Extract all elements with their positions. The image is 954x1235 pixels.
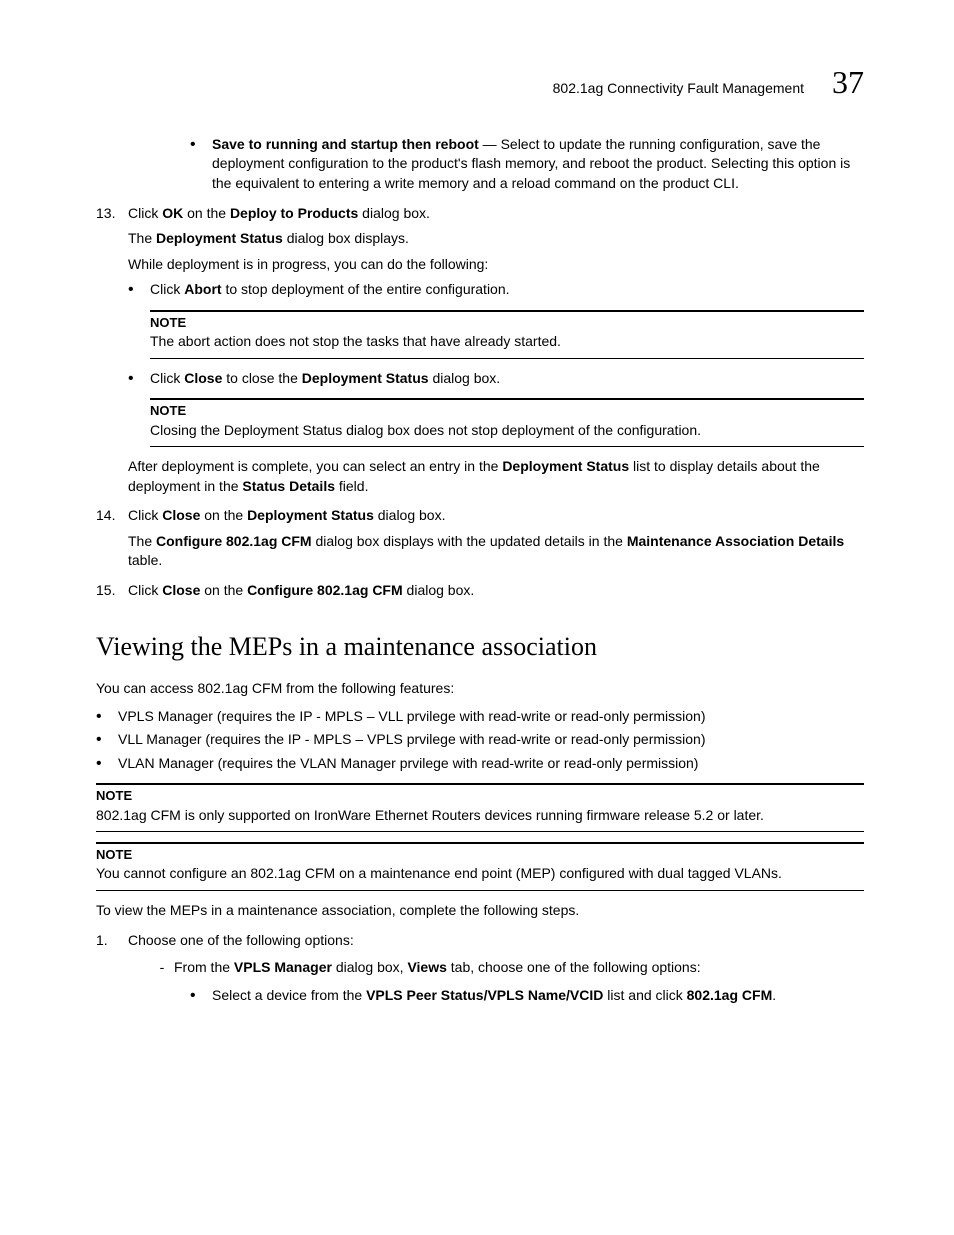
step-number: 13. <box>96 204 128 224</box>
feature-vlan: •VLAN Manager (requires the VLAN Manager… <box>96 754 864 774</box>
intro-text: You can access 802.1ag CFM from the foll… <box>96 679 864 699</box>
intro2-text: To view the MEPs in a maintenance associ… <box>96 901 864 921</box>
bullet-icon: • <box>128 280 150 300</box>
bullet-close: • Click Close to close the Deployment St… <box>128 369 864 389</box>
sub-select-device: • Select a device from the VPLS Peer Sta… <box>190 986 864 1006</box>
feature-vpls: •VPLS Manager (requires the IP - MPLS – … <box>96 707 864 727</box>
dash-icon: - <box>150 958 174 978</box>
bullet-save-reboot: • Save to running and startup then reboo… <box>190 135 864 194</box>
bullet-icon: • <box>96 730 118 750</box>
note-body: The abort action does not stop the tasks… <box>150 332 864 352</box>
step-number: 1. <box>96 931 128 951</box>
step-13-p4: After deployment is complete, you can se… <box>128 457 864 496</box>
bullet-icon: • <box>190 135 212 194</box>
note-close: NOTE Closing the Deployment Status dialo… <box>150 398 864 447</box>
bullet-icon: • <box>128 369 150 389</box>
chapter-number: 37 <box>832 60 864 105</box>
note-label: NOTE <box>150 402 864 420</box>
bullet-icon: • <box>96 754 118 774</box>
step-number: 14. <box>96 506 128 526</box>
feature-vll: •VLL Manager (requires the IP - MPLS – V… <box>96 730 864 750</box>
step-number: 15. <box>96 581 128 601</box>
step-13-p3: While deployment is in progress, you can… <box>128 255 864 275</box>
bullet-abort: • Click Abort to stop deployment of the … <box>128 280 864 300</box>
step-14: 14. Click Close on the Deployment Status… <box>96 506 864 526</box>
step-14-p2: The Configure 802.1ag CFM dialog box dis… <box>128 532 864 571</box>
note-firmware: NOTE 802.1ag CFM is only supported on Ir… <box>96 783 864 832</box>
note-dual-tagged: NOTE You cannot configure an 802.1ag CFM… <box>96 842 864 891</box>
note-body: You cannot configure an 802.1ag CFM on a… <box>96 864 864 884</box>
note-label: NOTE <box>96 787 864 805</box>
note-body: Closing the Deployment Status dialog box… <box>150 421 864 441</box>
step-1: 1. Choose one of the following options: <box>96 931 864 951</box>
dash-vpls-manager: - From the VPLS Manager dialog box, View… <box>150 958 864 978</box>
note-body: 802.1ag CFM is only supported on IronWar… <box>96 806 864 826</box>
note-abort: NOTE The abort action does not stop the … <box>150 310 864 359</box>
option-name: Save to running and startup then reboot <box>212 136 479 152</box>
step-15: 15. Click Close on the Configure 802.1ag… <box>96 581 864 601</box>
note-label: NOTE <box>96 846 864 864</box>
page-header: 802.1ag Connectivity Fault Management 37 <box>90 60 864 105</box>
section-heading: Viewing the MEPs in a maintenance associ… <box>96 629 864 665</box>
note-label: NOTE <box>150 314 864 332</box>
bullet-icon: • <box>190 986 212 1006</box>
bullet-icon: • <box>96 707 118 727</box>
step-13: 13. Click OK on the Deploy to Products d… <box>96 204 864 224</box>
step-13-p2: The Deployment Status dialog box display… <box>128 229 864 249</box>
header-title: 802.1ag Connectivity Fault Management <box>553 79 804 99</box>
